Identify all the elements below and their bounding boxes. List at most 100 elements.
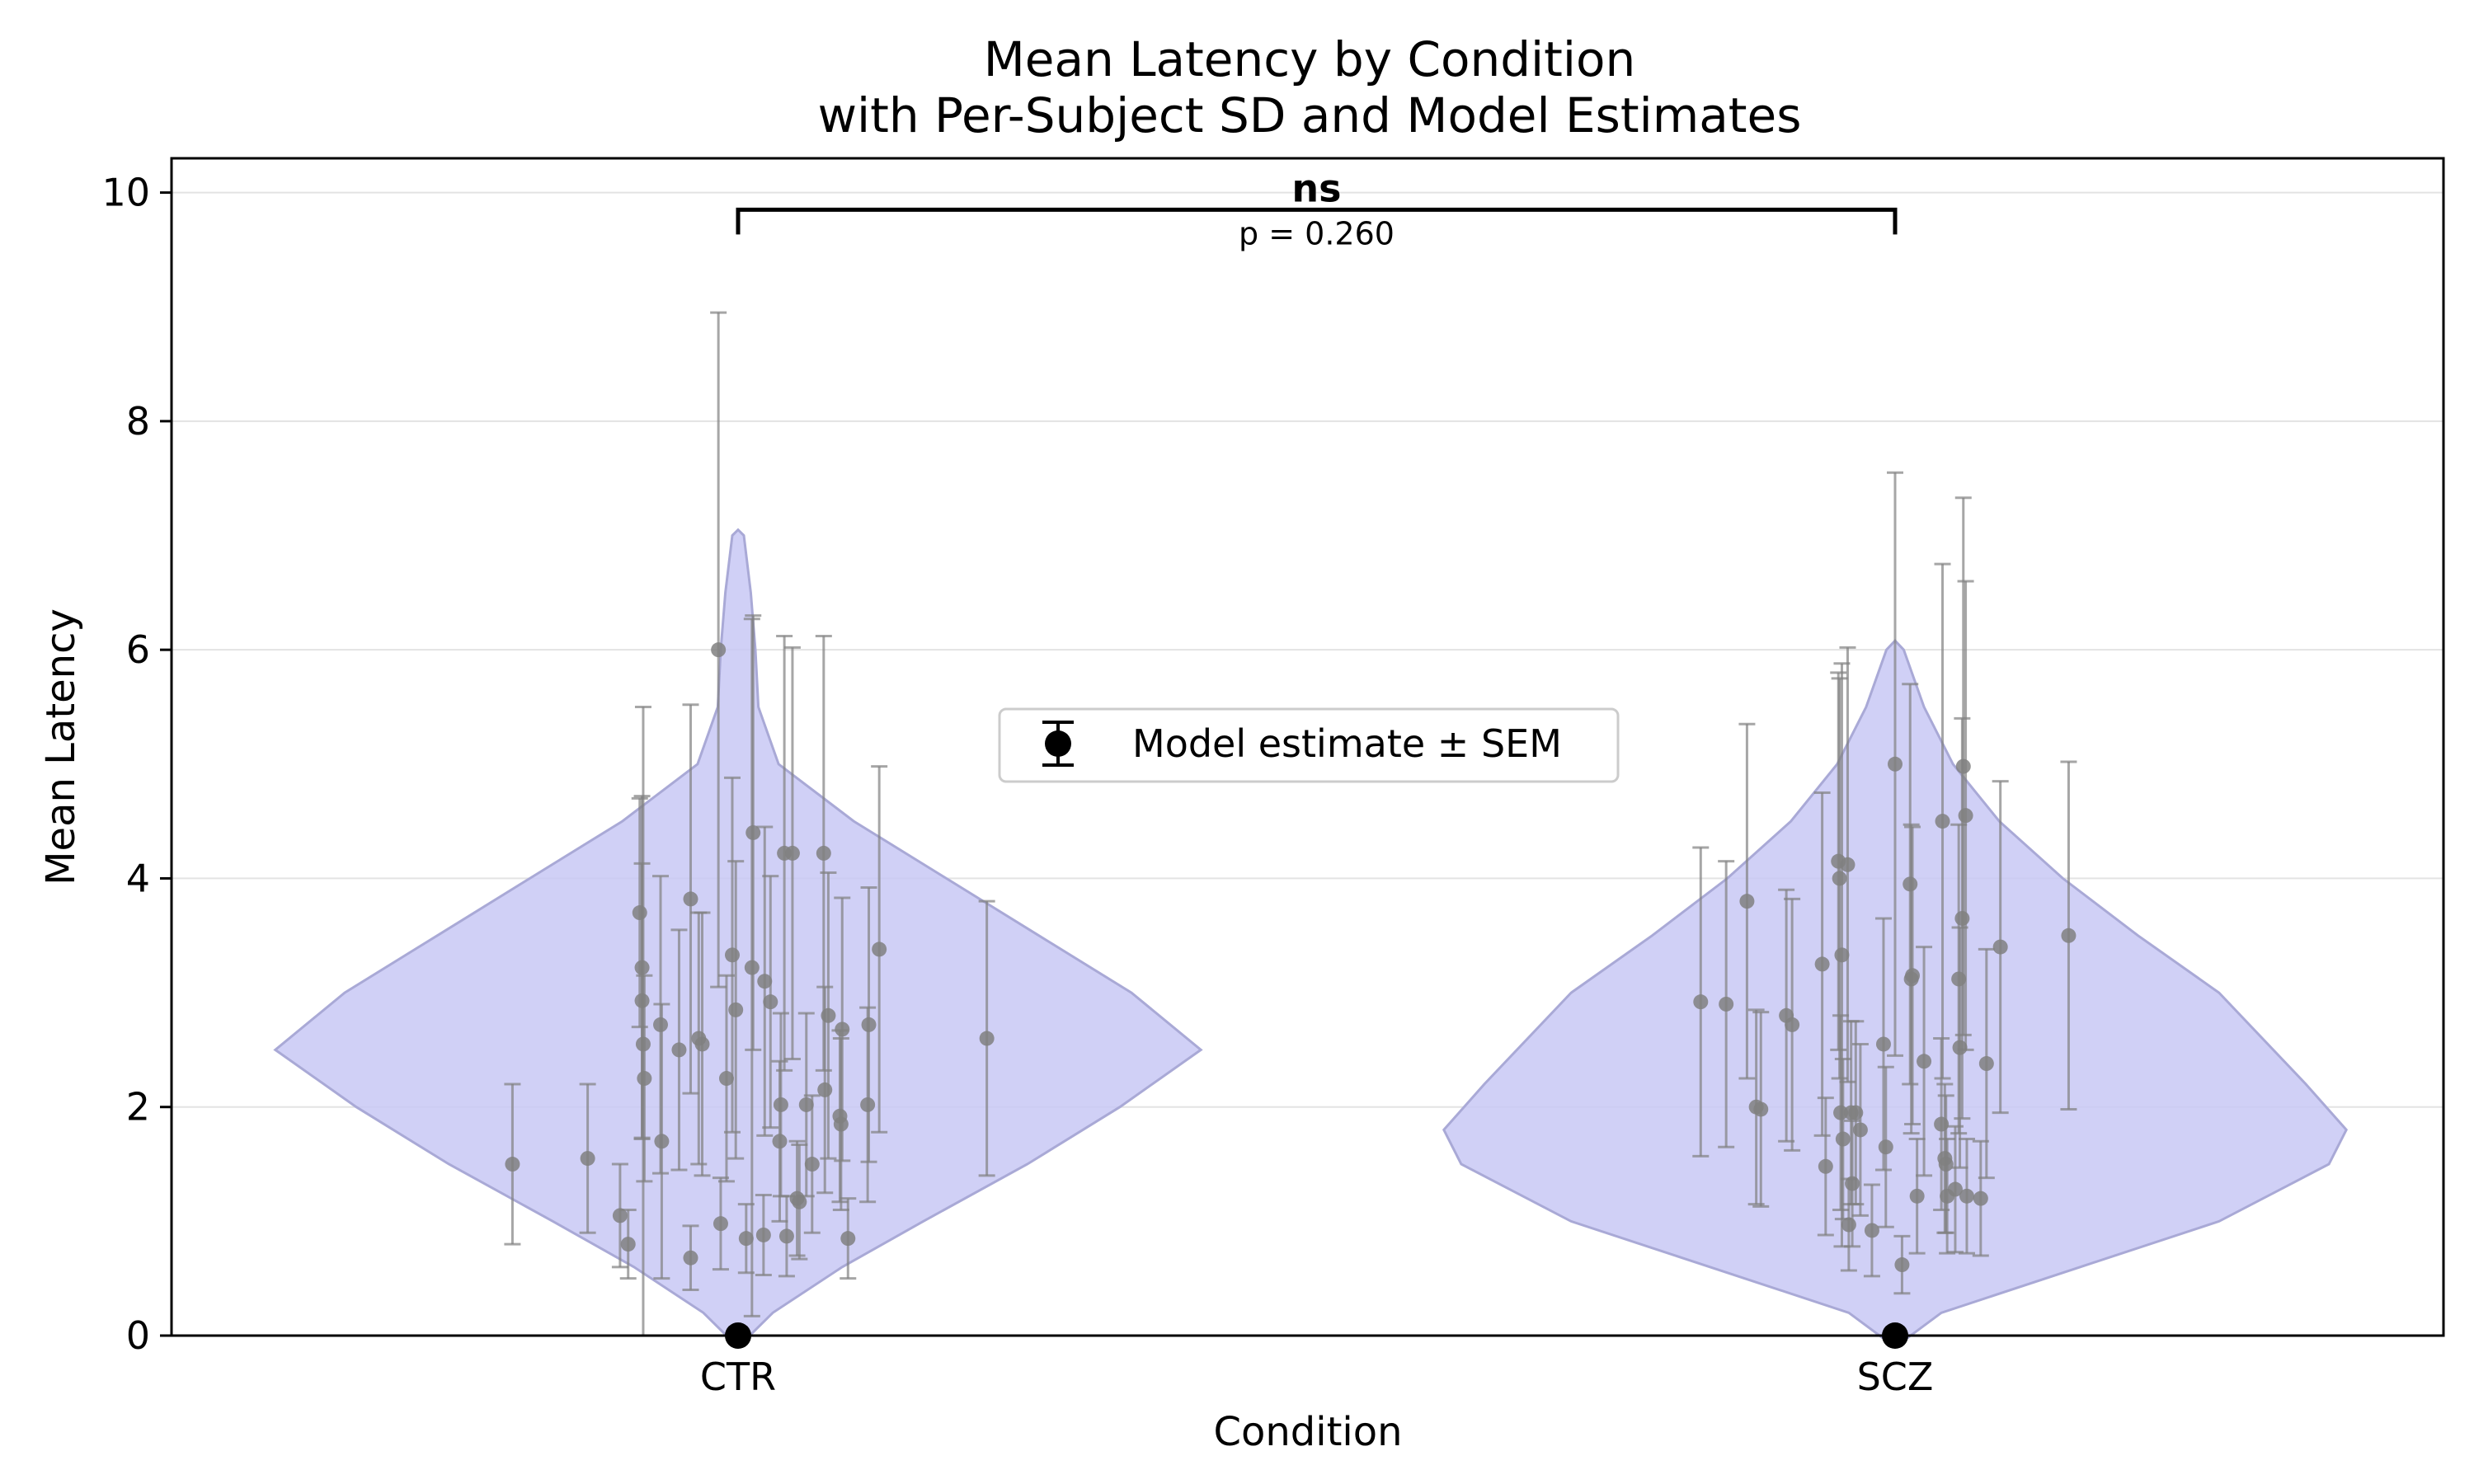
subject-point [611,1162,628,1269]
subject-point [1957,580,1974,1051]
subject-mean-marker [637,1071,652,1087]
subject-mean-marker [817,1082,833,1097]
subject-point [1752,1011,1770,1208]
subject-mean-marker [683,1250,698,1266]
subject-mean-marker [1955,758,1971,774]
subject-mean-marker [671,1042,687,1058]
subject-point [745,614,762,1051]
subject-point [1893,1234,1911,1295]
chart-title-line1: Mean Latency by Condition [984,31,1636,87]
subject-point [1840,1177,1857,1272]
subject-mean-marker [728,1002,744,1017]
subject-point [1813,791,1831,1137]
subject-point [1874,917,1892,1172]
legend: Model estimate ± SEM [998,707,1620,783]
significance-bracket-line [736,207,1898,235]
subject-mean-marker [1753,1101,1769,1117]
subject-mean-marker [654,1134,670,1149]
y-tick-label: 10 [101,171,150,215]
subject-mean-marker [1840,857,1856,872]
subject-point [694,911,711,1177]
subject-mean-marker [1935,814,1950,829]
subject-mean-marker [1739,894,1755,909]
subject-mean-marker [1841,1217,1856,1233]
subject-mean-marker [632,905,647,921]
subject-point [1851,1042,1869,1217]
subject-mean-marker [979,1031,995,1046]
subject-mean-marker [1835,1131,1851,1147]
subject-point [619,1208,637,1280]
subject-point [682,703,699,1095]
subject-mean-marker [1947,1181,1963,1197]
subject-point [1958,1138,1975,1255]
legend-label: Model estimate ± SEM [1132,721,1562,766]
subject-point [978,899,995,1177]
subject-mean-marker [1693,994,1709,1010]
subject-mean-marker [1905,968,1921,984]
subject-mean-marker [745,824,761,840]
subject-point [636,974,653,1183]
subject-point [710,311,727,989]
subject-point [1908,1138,1926,1255]
subject-mean-marker [1909,1188,1925,1204]
x-tick-label-scz: SCZ [1857,1355,1934,1399]
subject-mean-marker [505,1157,520,1172]
y-axis-ticks: 0 2 4 6 8 10 [101,171,172,1358]
subject-mean-marker [2061,928,2077,943]
subject-mean-marker [620,1237,636,1252]
subject-point [762,875,779,1129]
subject-mean-marker [792,1194,807,1209]
subject-mean-marker [718,1071,734,1087]
subject-mean-marker [1917,1054,1932,1069]
legend-box [998,707,1620,783]
subject-points [504,311,2077,1337]
subject-mean-marker [804,1157,820,1172]
violin-ctr [273,528,1203,1350]
x-axis-ticks: CTR SCZ [700,1336,1934,1399]
subject-mean-marker [773,1097,788,1112]
subject-point [712,1176,729,1271]
subject-mean-marker [738,1231,754,1247]
subject-point [1877,1065,1894,1228]
subject-point [1692,846,1710,1158]
subject-point [1916,946,1933,1177]
subject-point [783,646,801,1060]
subject-mean-marker [755,1227,771,1242]
subject-point [791,1143,808,1261]
y-tick-label: 4 [126,856,150,900]
subject-point [1954,496,1972,1036]
subject-mean-marker [1992,939,2008,955]
subject-point [1951,926,1968,1169]
subject-mean-marker [840,1231,856,1247]
subject-point [1718,860,1735,1148]
subject-mean-marker [1785,1017,1800,1032]
subject-point [1887,471,1903,1057]
subject-mean-marker [816,845,831,861]
x-tick-label-ctr: CTR [700,1355,776,1399]
subject-mean-marker [580,1151,595,1167]
y-tick-label: 0 [126,1313,150,1358]
subject-point [2060,760,2077,1111]
subject-mean-marker [1894,1257,1910,1273]
subject-point [871,765,888,1134]
subject-mean-marker [1875,1036,1891,1052]
subject-point [1839,646,1856,1083]
subject-point [840,1197,857,1280]
subject-point [755,1193,772,1277]
subject-mean-marker [757,974,773,989]
subject-point [1863,1183,1880,1278]
subject-point [670,928,688,1172]
subject-mean-marker [694,1036,710,1052]
subject-mean-marker [1973,1190,1988,1206]
subject-mean-marker [612,1208,628,1223]
subject-point [1784,897,1801,1152]
subject-mean-marker [1959,1188,1974,1204]
subject-mean-marker [1834,947,1850,963]
subject-mean-marker [713,1216,728,1232]
significance-p-value: p = 0.260 [1239,215,1395,251]
subject-mean-marker [1878,1139,1893,1155]
significance-label: ns [1291,166,1341,210]
y-tick-label: 8 [126,399,150,444]
subject-mean-marker [763,994,778,1010]
